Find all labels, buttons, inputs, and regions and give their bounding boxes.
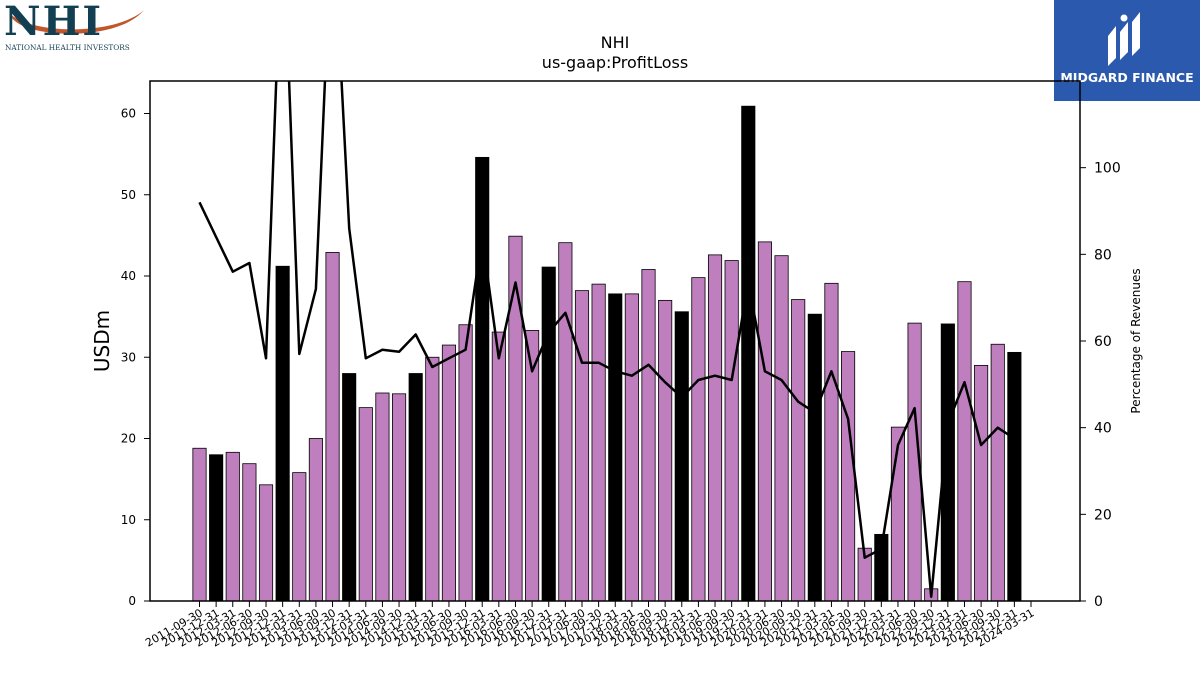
y-tick-label: 60 — [121, 107, 136, 121]
nhi-logo-subtitle: NATIONAL HEALTH INVESTORS — [5, 43, 130, 52]
bar — [707, 254, 723, 601]
bar — [807, 313, 822, 601]
bar — [974, 364, 989, 601]
bar — [192, 447, 207, 601]
bar — [491, 331, 506, 601]
bar — [990, 343, 1005, 601]
y2-tick-label: 0 — [1094, 594, 1103, 610]
bar — [791, 299, 806, 601]
bar — [608, 293, 623, 601]
bar — [741, 105, 756, 601]
y-tick-label: 40 — [121, 269, 136, 283]
bar — [574, 290, 590, 601]
bar — [724, 260, 739, 601]
bar — [624, 293, 639, 601]
bar — [940, 323, 955, 601]
bar — [358, 407, 373, 601]
bar — [292, 472, 307, 601]
y-axis-label: USDm — [90, 310, 114, 372]
bar — [325, 252, 340, 601]
bar — [475, 156, 490, 601]
y2-axis-label: Percentage of Revenues — [1129, 268, 1143, 413]
bar — [275, 265, 290, 601]
bar — [458, 324, 473, 601]
chart-subtitle: us-gaap:ProfitLoss — [541, 53, 689, 72]
y2-tick-label: 100 — [1094, 161, 1121, 177]
bar — [558, 242, 573, 601]
bar — [392, 393, 407, 601]
midgard-mark-icon — [1108, 12, 1140, 66]
bar — [774, 255, 789, 601]
midgard-logo-name: MIDGARD FINANCE — [1060, 70, 1194, 85]
chart-title: NHI — [600, 33, 630, 52]
bar — [957, 281, 972, 601]
bar — [674, 311, 689, 601]
y2-tick-label: 40 — [1094, 421, 1112, 437]
bar — [209, 454, 224, 601]
midgard-finance-logo: MIDGARD FINANCE — [1054, 0, 1200, 101]
y2-tick-label: 20 — [1094, 507, 1112, 523]
bar — [508, 235, 523, 601]
bar — [824, 282, 839, 601]
bar — [1007, 351, 1022, 601]
y-tick-label: 50 — [121, 188, 136, 202]
nhi-logo-mark: NHI — [4, 0, 104, 45]
bar — [641, 269, 656, 601]
y2-tick-label: 80 — [1094, 247, 1112, 263]
bar — [907, 322, 922, 601]
nhi-logo: NHI NATIONAL HEALTH INVESTORS — [0, 0, 150, 56]
y-tick-label: 0 — [128, 594, 136, 608]
bar — [441, 344, 457, 601]
bar — [308, 438, 323, 601]
bar — [525, 330, 540, 601]
bar — [757, 241, 772, 601]
bar — [425, 356, 440, 601]
bar — [408, 373, 423, 601]
bar — [691, 277, 706, 601]
nhi-swoosh-icon — [10, 10, 144, 34]
y2-tick-label: 60 — [1094, 334, 1112, 350]
y-tick-label: 30 — [121, 350, 136, 364]
bar — [342, 373, 357, 601]
bar — [242, 463, 257, 601]
percentage-line — [198, 81, 1016, 598]
bar — [258, 484, 274, 601]
bar — [541, 266, 556, 601]
bar — [841, 351, 856, 601]
bar — [375, 392, 390, 601]
bar — [225, 451, 240, 601]
bar — [658, 299, 673, 601]
bar — [591, 283, 606, 601]
y-tick-label: 10 — [121, 513, 136, 527]
bar — [890, 426, 906, 601]
y-tick-label: 20 — [121, 432, 136, 446]
